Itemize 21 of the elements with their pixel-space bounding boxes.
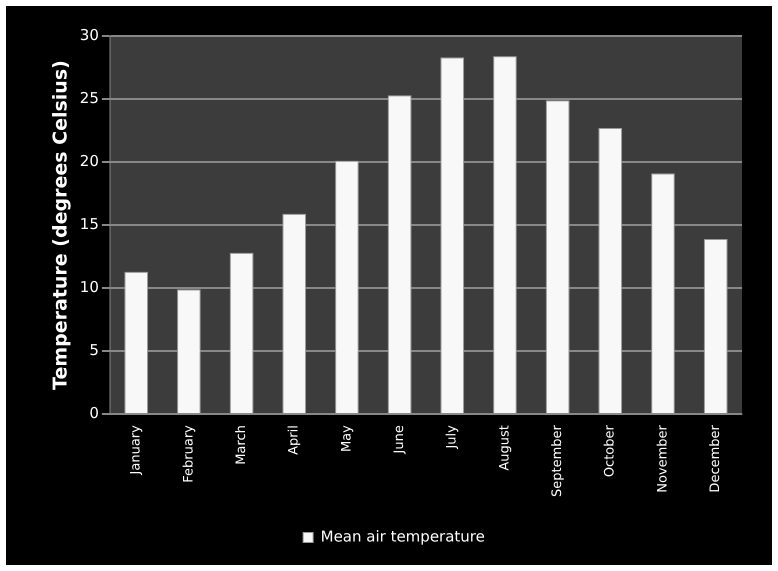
y-axis-title: Temperature (degrees Celsius) — [49, 60, 72, 390]
x-tick-label: June — [392, 425, 407, 454]
y-tick-label: 15 — [80, 214, 99, 233]
x-tick-label: August — [497, 425, 512, 471]
y-tick-label: 25 — [80, 88, 99, 107]
x-tick-label: May — [339, 424, 354, 452]
x-tick-label: July — [444, 424, 460, 450]
x-tick-label: January — [128, 424, 144, 476]
x-tick-label: November — [655, 424, 670, 493]
x-tick-label: September — [550, 424, 566, 498]
x-tick-label: December — [708, 424, 724, 493]
x-tick-label: April — [286, 425, 302, 455]
y-tick-label: 5 — [89, 341, 99, 360]
x-tick-label: October — [602, 424, 618, 478]
x-tick-label: February — [181, 424, 196, 483]
x-tick-label: March — [234, 425, 249, 465]
y-tick-label: 10 — [80, 278, 99, 296]
y-tick-label: 0 — [89, 404, 99, 422]
y-tick-label: 20 — [80, 152, 99, 170]
legend-label: Mean air temperature — [320, 527, 485, 546]
y-tick-label: 30 — [80, 26, 99, 44]
